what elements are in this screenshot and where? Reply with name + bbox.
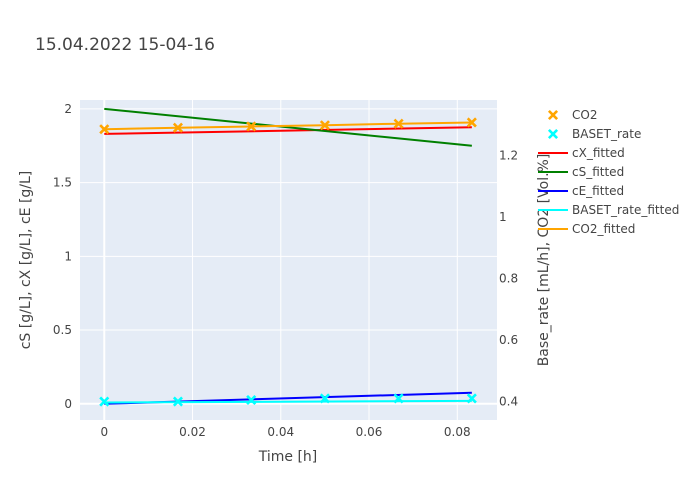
legend-item-baset-rate-fitted[interactable]: BASET_rate_fitted xyxy=(538,203,679,217)
y-right-tick-label: 0.4 xyxy=(499,395,518,409)
legend-label: cE_fitted xyxy=(572,184,624,198)
tick-labels: 0 0.02 0.04 0.06 0.08 0 0.5 1 1.5 2 0.4 0.6 0.8 1 1.2 xyxy=(53,102,518,439)
y-left-tick-label: 2 xyxy=(64,102,72,116)
legend-label: cS_fitted xyxy=(572,165,624,179)
y-left-tick-label: 0.5 xyxy=(53,323,72,337)
y-left-tick-label: 0 xyxy=(64,397,72,411)
y-axis-left-title: cS [g/L], cX [g/L], cE [g/L] xyxy=(18,171,34,350)
plot-area xyxy=(80,100,497,420)
marker-baset-rate xyxy=(172,396,184,407)
series-line-co2-fitted xyxy=(104,121,472,131)
marker-baset-rate xyxy=(393,393,404,404)
marker-co2 xyxy=(319,120,330,131)
legend-label: BASET_rate_fitted xyxy=(572,203,679,217)
x-tick-label: 0.06 xyxy=(356,425,383,439)
x-axis-title: Time [h] xyxy=(258,449,318,465)
marker-baset-rate xyxy=(319,393,330,404)
legend-item-co2-fitted[interactable]: CO2_fitted xyxy=(538,222,635,236)
series-line-cx-fitted xyxy=(104,126,472,135)
marker-baset-rate xyxy=(99,396,110,407)
x-tick-label: 0.04 xyxy=(267,425,294,439)
marker-co2 xyxy=(99,124,110,135)
legend-label: BASET_rate xyxy=(572,127,641,141)
y-left-tick-label: 1.5 xyxy=(53,176,72,190)
legend-item-ce-fitted[interactable]: cE_fitted xyxy=(538,184,624,198)
marker-co2 xyxy=(172,122,184,133)
legend-item-baset-rate[interactable]: BASET_rate xyxy=(547,127,642,141)
x-tick-label: 0 xyxy=(100,425,108,439)
series-line-cs-fitted xyxy=(104,107,472,147)
y-axis-right-title: Base_rate [mL/h], CO2 [Vol.%] xyxy=(536,154,552,367)
marker-baset-rate xyxy=(466,393,477,404)
marker-co2 xyxy=(246,121,257,132)
series-layer xyxy=(99,107,477,407)
series-line-baset-rate-fitted xyxy=(104,399,472,404)
marker-baset-rate xyxy=(246,394,257,406)
marker-co2 xyxy=(393,118,404,129)
y-right-tick-label: 1.2 xyxy=(499,148,518,162)
x-tick-label: 0.08 xyxy=(444,425,471,439)
chart-title: 15.04.2022 15-04-16 xyxy=(35,35,215,55)
legend-swatch xyxy=(547,109,559,121)
y-right-tick-label: 0.6 xyxy=(499,333,518,347)
marker-co2 xyxy=(466,117,477,128)
legend-label: cX_fitted xyxy=(572,146,625,160)
y-right-tick-label: 1 xyxy=(499,210,507,224)
legend-label: CO2_fitted xyxy=(572,222,635,236)
legend: CO2 BASET_rate cX_fitted cS_fitted cE_fitted… xyxy=(538,108,679,236)
legend-item-cs-fitted[interactable]: cS_fitted xyxy=(538,165,624,179)
y-right-tick-label: 0.8 xyxy=(499,271,518,285)
legend-label: CO2 xyxy=(572,108,597,122)
legend-item-cx-fitted[interactable]: cX_fitted xyxy=(538,146,625,160)
legend-swatch xyxy=(547,128,559,140)
grid xyxy=(80,100,497,420)
y-left-tick-label: 1 xyxy=(64,249,72,263)
legend-item-co2[interactable]: CO2 xyxy=(547,108,598,122)
x-tick-label: 0.02 xyxy=(179,425,206,439)
